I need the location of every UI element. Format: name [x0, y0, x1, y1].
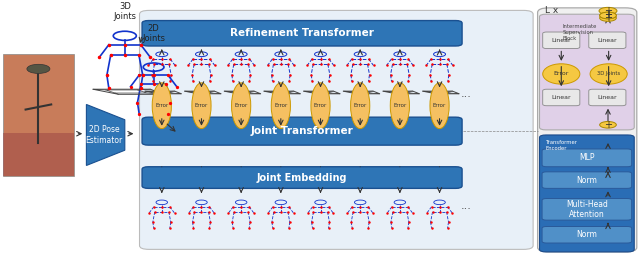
Text: +: +: [604, 13, 612, 23]
Circle shape: [27, 64, 50, 74]
Ellipse shape: [271, 83, 291, 128]
Ellipse shape: [152, 83, 172, 128]
Ellipse shape: [590, 64, 627, 84]
Text: L x: L x: [545, 6, 559, 15]
Text: Norm: Norm: [577, 176, 597, 185]
Text: Error: Error: [274, 103, 287, 108]
Text: Error: Error: [433, 103, 446, 108]
Ellipse shape: [430, 83, 449, 128]
Text: Error: Error: [353, 103, 367, 108]
Circle shape: [600, 15, 616, 21]
Text: ...: ...: [461, 89, 472, 99]
Text: 3D
Joints: 3D Joints: [113, 2, 136, 21]
Ellipse shape: [351, 83, 370, 128]
FancyBboxPatch shape: [142, 117, 462, 145]
FancyBboxPatch shape: [542, 226, 632, 243]
Text: Norm: Norm: [577, 230, 597, 239]
FancyBboxPatch shape: [542, 198, 632, 220]
FancyBboxPatch shape: [540, 135, 634, 252]
Text: Linear: Linear: [552, 95, 571, 100]
FancyBboxPatch shape: [543, 89, 580, 106]
Text: Error: Error: [195, 103, 208, 108]
Bar: [3, 133, 74, 176]
Ellipse shape: [543, 64, 580, 84]
Text: 2D
Joints: 2D Joints: [142, 24, 165, 43]
FancyBboxPatch shape: [142, 21, 462, 46]
Text: Joint Embedding: Joint Embedding: [257, 172, 348, 182]
Bar: [3, 54, 74, 176]
Text: Error: Error: [314, 103, 327, 108]
FancyBboxPatch shape: [140, 10, 533, 249]
Text: Error: Error: [554, 71, 569, 76]
Text: Transformer
Encoder: Transformer Encoder: [546, 140, 578, 151]
Text: Intermediate
Supervision
Block: Intermediate Supervision Block: [563, 24, 597, 41]
FancyBboxPatch shape: [538, 8, 637, 252]
Text: Error: Error: [155, 103, 168, 108]
Text: ...: ...: [461, 201, 472, 211]
Text: 2D Pose
Estimator: 2D Pose Estimator: [86, 125, 123, 145]
Ellipse shape: [390, 83, 410, 128]
Text: +: +: [604, 6, 612, 16]
Ellipse shape: [232, 83, 251, 128]
FancyBboxPatch shape: [589, 32, 626, 49]
Polygon shape: [86, 104, 125, 166]
Text: +: +: [604, 11, 612, 21]
Text: Multi-Head
Attention: Multi-Head Attention: [566, 200, 608, 219]
FancyBboxPatch shape: [542, 172, 632, 188]
Text: Joint Transformer: Joint Transformer: [251, 126, 353, 136]
FancyBboxPatch shape: [142, 167, 462, 188]
Circle shape: [600, 12, 616, 19]
Ellipse shape: [311, 83, 330, 128]
Text: +: +: [604, 120, 612, 130]
FancyBboxPatch shape: [540, 14, 634, 130]
Circle shape: [600, 12, 616, 19]
Text: Linear: Linear: [598, 38, 617, 43]
Text: Error: Error: [393, 103, 406, 108]
Circle shape: [599, 7, 617, 14]
Circle shape: [600, 122, 616, 128]
Text: +: +: [604, 11, 612, 21]
Text: Error: Error: [234, 103, 248, 108]
FancyBboxPatch shape: [542, 149, 632, 167]
Ellipse shape: [192, 83, 211, 128]
Text: Linear: Linear: [552, 38, 571, 43]
FancyBboxPatch shape: [589, 89, 626, 106]
Text: MLP: MLP: [579, 153, 595, 162]
Text: Refinement Transformer: Refinement Transformer: [230, 28, 374, 38]
Text: Linear: Linear: [598, 95, 617, 100]
Text: 3D Joints: 3D Joints: [597, 71, 620, 76]
FancyBboxPatch shape: [543, 32, 580, 49]
